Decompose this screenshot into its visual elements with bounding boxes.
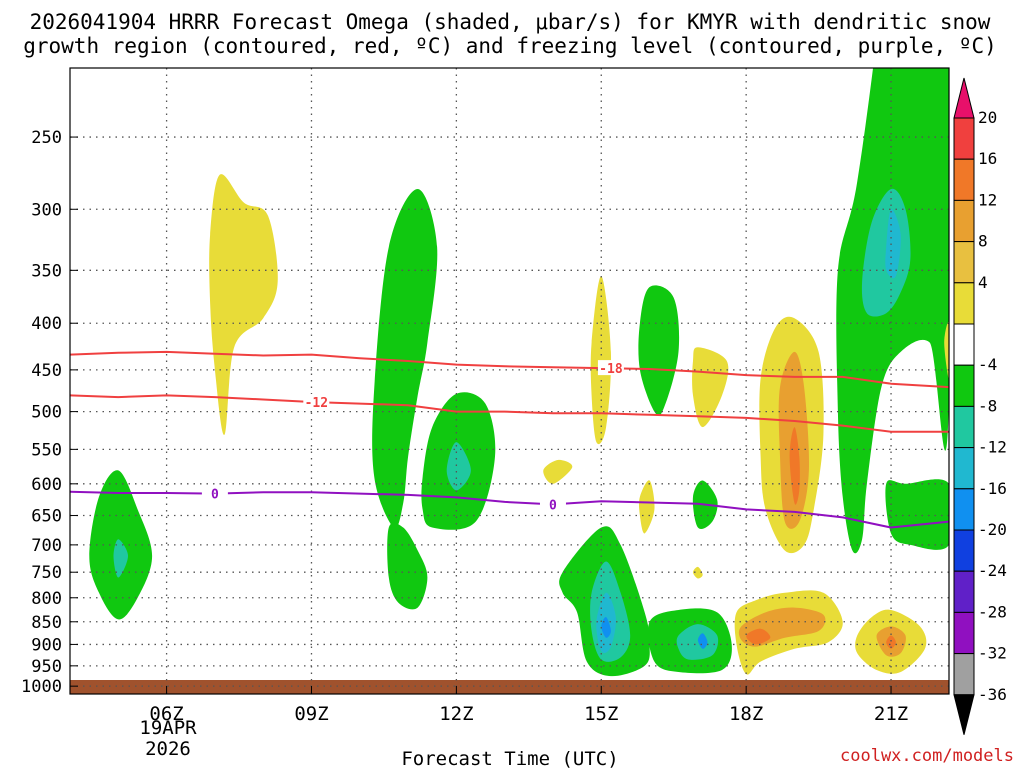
date-label-line1: 19APR [139,717,197,739]
ground-bar [70,680,949,694]
ytick-label-400: 400 [31,314,62,334]
ytick-label-450: 450 [31,361,62,381]
colorbar-label-3: 8 [978,232,988,251]
colorbar-label-9: -20 [978,520,1007,539]
credit-text: coolwx.com/models [840,746,1014,766]
omega-region-green-2100 [836,68,949,554]
minus-18-line [70,350,949,389]
grid-lines [70,68,949,694]
contour-labels: -18 -12 0 0 [201,360,624,513]
omega-region-green-1030-low [387,522,428,610]
ytick-label-500: 500 [31,403,62,423]
colorbar-swatch-14 [953,653,975,696]
colorbar-label-1: 16 [978,149,997,168]
freezing-level-line [70,490,949,529]
xtick-label-12Z: 12Z [439,703,473,725]
ytick-label-550: 550 [31,440,62,460]
omega-region-yellow-0715 [209,174,278,435]
contour-label-2: 0 [211,488,219,503]
chart-title-line2: growth region (contoured, red, ºC) and f… [23,34,997,58]
colorbar: 20 16 12 8 4 -4 -8 -12 -16 -20 -24 -28 -32 -36 [953,77,1007,735]
colorbar-swatch-13 [953,611,975,655]
colorbar-swatch-10 [953,488,975,531]
omega-region-orange-2100-low [886,635,896,649]
omega-region-yellow-1700-tiny [693,566,703,579]
colorbar-swatch-9 [953,447,975,490]
ytick-label-750: 750 [31,563,62,583]
colorbar-label-8: -16 [978,479,1007,498]
ytick-label-300: 300 [31,200,62,220]
ytick-label-900: 900 [31,635,62,655]
omega-region-teal-0515 [113,539,128,578]
omega-region-yellow-1700 [692,347,729,428]
contour-label-0: -18 [599,362,623,377]
colorbar-swatch-2 [953,158,975,201]
date-label-line2: 2026 [145,738,191,760]
omega-region-yellow-2200-edge [944,321,949,379]
ytick-label-850: 850 [31,613,62,633]
contour-label-1: -12 [305,396,328,411]
ytick-label-1000: 1000 [21,677,62,697]
omega-region-green-1600 [638,285,680,416]
x-axis-label: Forecast Time (UTC) [401,748,618,768]
omega-region-yellow-1400-small [543,459,573,484]
omega-region-yellow-1500-up [590,275,612,445]
xtick-label-06Z: 06Z [149,703,183,725]
xtick-label-09Z: 09Z [294,703,328,725]
colorbar-swatch-11 [953,529,975,572]
omega-region-green-2130 [885,479,949,550]
omega-region-yellow-1600-small [638,480,655,534]
y-axis-ticks: 2503003504004505005506006507007508008509… [21,128,78,697]
ground-surface-bar [70,680,949,694]
ytick-label-800: 800 [31,589,62,609]
x-axis-ticks: 06Z 09Z 12Z 15Z 18Z 21Z [149,686,908,725]
xtick-label-15Z: 15Z [584,703,618,725]
colorbar-swatch-4 [953,241,975,284]
colorbar-swatch-1 [953,117,975,160]
colorbar-swatch-12 [953,570,975,613]
colorbar-label-12: -32 [978,644,1007,663]
colorbar-swatch-8 [953,405,975,449]
contour-label-bg-0 [597,360,624,376]
xtick-label-18Z: 18Z [729,703,763,725]
ytick-label-700: 700 [31,536,62,556]
colorbar-swatch-5 [953,282,975,325]
colorbar-label-13: -36 [978,685,1007,704]
omega-region-cyan-2100 [885,209,901,279]
colorbar-bottom-arrow [953,694,975,735]
omega-region-teal-1200 [446,442,471,491]
colorbar-label-11: -28 [978,602,1007,621]
plot-frame [69,67,950,695]
omega-region-teal-1630-low [676,624,719,660]
ytick-label-250: 250 [31,128,62,148]
ytick-label-350: 350 [31,261,62,281]
omega-region-blue-1700-low [697,633,708,649]
minus-12-line [70,394,949,433]
colorbar-label-2: 12 [978,190,997,209]
omega-region-orange-1900 [789,427,800,505]
xtick-label-21Z: 21Z [874,703,908,725]
contour-label-bg-2 [201,485,228,501]
colorbar-swatch-3 [953,199,975,243]
colorbar-top-arrow [953,77,975,119]
omega-shaded-regions [89,68,949,677]
contour-label-bg-3 [539,496,566,512]
chart-title-line1: 2026041904 HRRR Forecast Omega (shaded, … [30,10,991,34]
colorbar-label-7: -12 [978,438,1007,457]
colorbar-swatch-6 [953,323,975,366]
colorbar-label-5: -4 [978,355,997,374]
colorbar-label-10: -24 [978,561,1007,580]
omega-region-orange-1800-low [746,628,771,645]
omega-region-green-1030 [372,189,438,529]
colorbar-label-4: 4 [978,273,988,292]
colorbar-label-6: -8 [978,396,997,415]
ytick-label-600: 600 [31,475,62,495]
colorbar-label-0: 20 [978,108,997,127]
colorbar-swatch-7 [953,364,975,407]
ytick-label-650: 650 [31,507,62,527]
ytick-label-950: 950 [31,657,62,677]
contour-label-3: 0 [549,498,557,513]
contour-label-bg-1 [303,393,330,409]
